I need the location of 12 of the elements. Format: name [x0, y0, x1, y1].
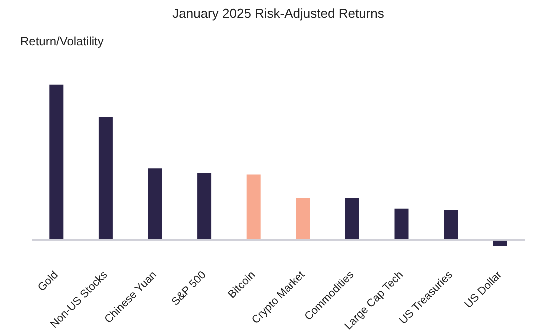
bar — [345, 198, 360, 240]
bar — [198, 173, 212, 240]
y-axis-title: Return/Volatility — [20, 34, 104, 48]
bar — [98, 117, 113, 240]
bar — [50, 84, 64, 240]
bar — [148, 168, 162, 240]
bar — [394, 208, 409, 240]
x-tick-label: S&P 500 — [170, 269, 209, 308]
bar — [444, 210, 458, 240]
bar — [246, 174, 261, 240]
chart-title: January 2025 Risk-Adjusted Returns — [172, 6, 385, 21]
bar — [296, 198, 310, 240]
